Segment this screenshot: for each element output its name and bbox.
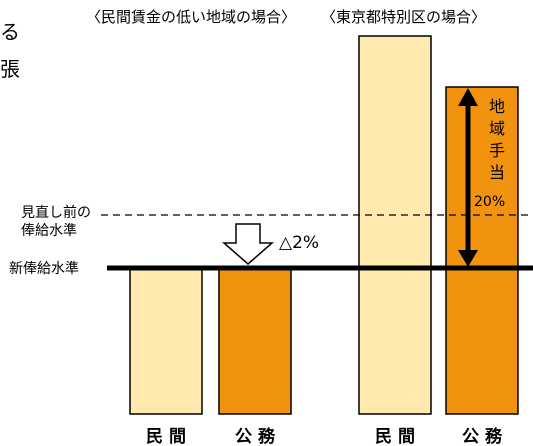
title-tokyo-special-wards: 〈東京都特別区の場合〉 — [321, 8, 486, 26]
allowance-value: 20% — [474, 194, 505, 210]
category-private-low: 民 間 — [146, 427, 186, 446]
partial-heading-char-2: 張 — [0, 57, 20, 81]
category-private-tokyo: 民 間 — [375, 427, 415, 446]
allowance-char-2: 域 — [489, 119, 505, 138]
previous-level-label-line2: 俸給水準 — [21, 223, 77, 239]
reduction-down-arrow-icon — [222, 223, 274, 265]
bar-private-low — [129, 267, 203, 415]
new-level-label: 新俸給水準 — [9, 261, 79, 277]
reduction-label: △2% — [279, 233, 319, 253]
bar-public-tokyo — [445, 86, 519, 415]
category-public-low: 公 務 — [235, 426, 276, 446]
allowance-char-1: 地 — [489, 97, 505, 116]
previous-level-label-line1: 見直し前の — [21, 204, 91, 221]
allowance-arrow-head-top-icon — [458, 88, 478, 106]
bar-public-low — [218, 267, 292, 415]
title-low-wage-region: 〈民間賃金の低い地域の場合〉 — [86, 8, 296, 26]
partial-heading-char-1: る — [0, 20, 20, 44]
allowance-arrow-head-bottom-icon — [458, 250, 478, 267]
allowance-char-3: 手 — [489, 141, 505, 160]
category-public-tokyo: 公 務 — [462, 426, 503, 446]
bar-private-tokyo — [358, 35, 432, 415]
allowance-char-4: 当 — [489, 163, 505, 182]
